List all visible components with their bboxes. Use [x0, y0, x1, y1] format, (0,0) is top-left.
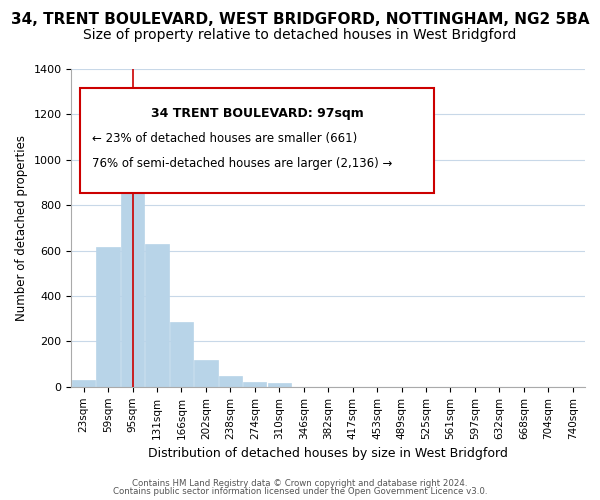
Text: Contains public sector information licensed under the Open Government Licence v3: Contains public sector information licen… — [113, 487, 487, 496]
Y-axis label: Number of detached properties: Number of detached properties — [15, 135, 28, 321]
Bar — [97, 247, 120, 387]
Text: 76% of semi-detached houses are larger (2,136) →: 76% of semi-detached houses are larger (… — [92, 158, 393, 170]
Text: 34, TRENT BOULEVARD, WEST BRIDGFORD, NOTTINGHAM, NG2 5BA: 34, TRENT BOULEVARD, WEST BRIDGFORD, NOT… — [11, 12, 589, 28]
Bar — [194, 360, 218, 387]
Text: Contains HM Land Registry data © Crown copyright and database right 2024.: Contains HM Land Registry data © Crown c… — [132, 478, 468, 488]
Text: Size of property relative to detached houses in West Bridgford: Size of property relative to detached ho… — [83, 28, 517, 42]
Bar — [268, 384, 291, 387]
Bar — [121, 140, 144, 387]
Bar — [170, 322, 193, 387]
Bar — [145, 244, 169, 387]
Bar — [219, 376, 242, 387]
Bar — [243, 382, 266, 387]
X-axis label: Distribution of detached houses by size in West Bridgford: Distribution of detached houses by size … — [148, 447, 508, 460]
Text: 34 TRENT BOULEVARD: 97sqm: 34 TRENT BOULEVARD: 97sqm — [151, 108, 364, 120]
Bar — [72, 380, 95, 387]
Text: ← 23% of detached houses are smaller (661): ← 23% of detached houses are smaller (66… — [92, 132, 358, 145]
